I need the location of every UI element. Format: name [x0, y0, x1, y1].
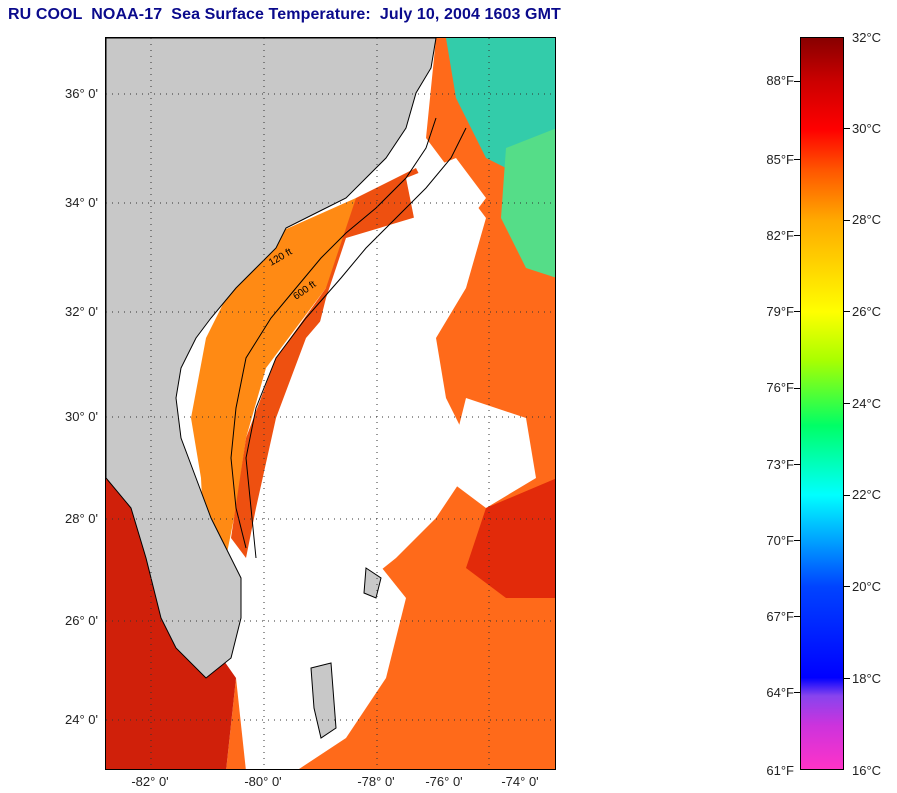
colorbar-tick: [794, 540, 800, 541]
sst-map-canvas: 120 ft 600 ft: [106, 38, 555, 769]
colorbar-tick: [794, 616, 800, 617]
colorbar-label-30c: 30°C: [852, 121, 882, 136]
lat-label-36: 36° 0': [65, 86, 98, 101]
colorbar-label-18c: 18°C: [852, 671, 882, 686]
graticule: [106, 38, 555, 769]
cloud-region-central: [256, 208, 466, 578]
contour-600ft: [245, 127, 467, 559]
colorbar-label-70f: 70°F: [766, 533, 794, 548]
colorbar-label-67f: 67°F: [766, 609, 794, 624]
lon-label-78: -78° 0': [357, 774, 395, 789]
colorbar-label-24c: 24°C: [852, 396, 882, 411]
colorbar-tick: [844, 220, 850, 221]
colorbar-tick: [794, 311, 800, 312]
lon-label-74: -74° 0': [501, 774, 539, 789]
colorbar-tick: [794, 81, 800, 82]
land-bahamas-andros: [310, 662, 337, 739]
colorbar-label-85f: 85°F: [766, 152, 794, 167]
colorbar-tick: [794, 464, 800, 465]
cool-patch-east: [501, 128, 555, 278]
colorbar-label-73f: 73°F: [766, 457, 794, 472]
colorbar-label-32c: 32°C: [852, 30, 882, 45]
colorbar-tick: [844, 311, 850, 312]
colorbar-tick: [794, 692, 800, 693]
cloud-region-bahamas: [236, 548, 406, 769]
colorbar-label-79f: 79°F: [766, 304, 794, 319]
lon-label-80: -80° 0': [244, 774, 282, 789]
colorbar-label-16c: 16°C: [852, 763, 882, 778]
cloud-region-northeast: [406, 158, 486, 238]
lon-label-76: -76° 0': [425, 774, 463, 789]
colorbar-tick: [844, 678, 850, 679]
colorbar-label-88f: 88°F: [766, 73, 794, 88]
land-southeast-us: [106, 38, 437, 679]
temperature-colorbar: [800, 37, 844, 770]
cloud-region-east: [446, 398, 536, 508]
lat-label-26: 26° 0': [65, 613, 98, 628]
colorbar-tick: [794, 235, 800, 236]
colorbar-label-76f: 76°F: [766, 380, 794, 395]
colorbar-tick: [844, 495, 850, 496]
colorbar-label-22c: 22°C: [852, 487, 882, 502]
colorbar-label-82f: 82°F: [766, 228, 794, 243]
colorbar-tick: [844, 128, 850, 129]
colorbar-tick: [794, 388, 800, 389]
colorbar-label-61f: 61°F: [766, 763, 794, 778]
lon-label-82: -82° 0': [131, 774, 169, 789]
colorbar-tick: [794, 159, 800, 160]
nearshore-warm-water: [191, 198, 376, 578]
sst-map: 120 ft 600 ft: [105, 37, 556, 770]
colorbar-label-64f: 64°F: [766, 685, 794, 700]
colorbar-label-26c: 26°C: [852, 304, 882, 319]
deep-red-eddy: [466, 478, 555, 598]
lat-label-32: 32° 0': [65, 304, 98, 319]
lat-label-28: 28° 0': [65, 511, 98, 526]
contour-120ft: [230, 117, 437, 549]
map-title: RU COOL NOAA-17 Sea Surface Temperature:…: [8, 6, 561, 23]
colorbar-label-20c: 20°C: [852, 579, 882, 594]
lat-label-34: 34° 0': [65, 195, 98, 210]
lat-label-24: 24° 0': [65, 712, 98, 727]
warm-water-offshore: [226, 38, 555, 769]
colorbar-tick: [844, 586, 850, 587]
lat-label-30: 30° 0': [65, 409, 98, 424]
colorbar-label-28c: 28°C: [852, 212, 882, 227]
colorbar-tick: [844, 403, 850, 404]
